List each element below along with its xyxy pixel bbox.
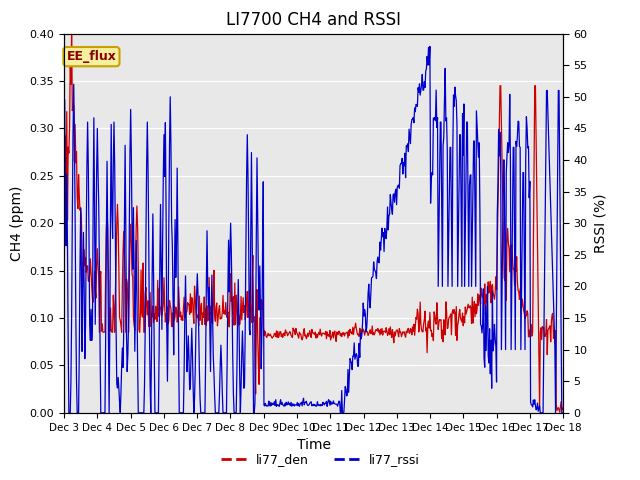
Text: EE_flux: EE_flux — [67, 50, 116, 63]
Y-axis label: RSSI (%): RSSI (%) — [593, 193, 607, 253]
X-axis label: Time: Time — [296, 438, 331, 452]
Title: LI7700 CH4 and RSSI: LI7700 CH4 and RSSI — [226, 11, 401, 29]
Y-axis label: CH4 (ppm): CH4 (ppm) — [10, 185, 24, 261]
Legend: li77_den, li77_rssi: li77_den, li77_rssi — [216, 448, 424, 471]
